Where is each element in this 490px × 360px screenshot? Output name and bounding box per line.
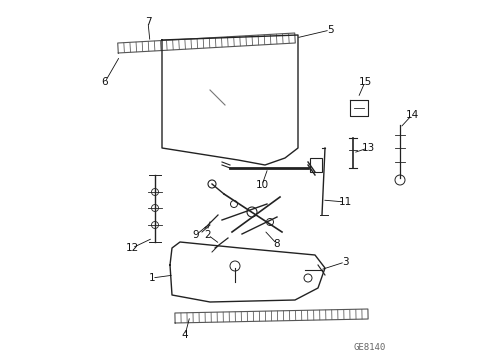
Text: 15: 15 [358,77,371,87]
Text: 8: 8 [274,239,280,249]
Bar [310,158,322,172]
Text: 9: 9 [193,230,199,240]
Text: 6: 6 [102,77,108,87]
Text: 5: 5 [327,25,333,35]
Text: 14: 14 [405,110,418,120]
Text: 11: 11 [339,197,352,207]
Text: GE8140: GE8140 [354,343,386,352]
Text: 3: 3 [342,257,348,267]
Text: 7: 7 [145,17,151,27]
Text: 2: 2 [205,230,211,240]
Text: 4: 4 [182,330,188,340]
Text: 10: 10 [255,180,269,190]
Text: 13: 13 [361,143,375,153]
Text: 12: 12 [125,243,139,253]
Text: 1: 1 [148,273,155,283]
